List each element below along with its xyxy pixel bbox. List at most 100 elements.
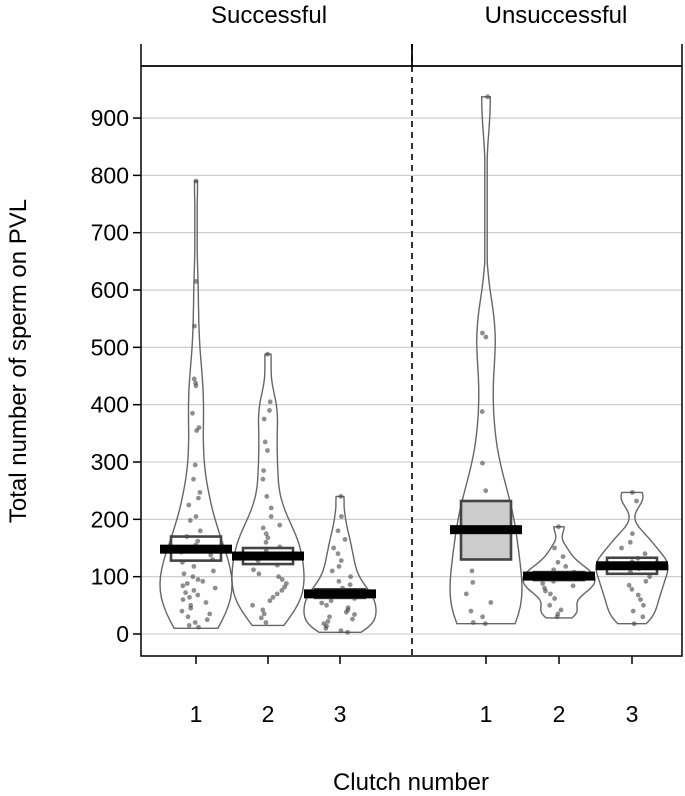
data-point — [179, 608, 185, 614]
data-point — [185, 614, 191, 620]
data-point — [187, 594, 192, 600]
data-point — [483, 488, 489, 494]
data-point — [319, 600, 325, 606]
data-point — [642, 551, 648, 557]
data-point — [338, 494, 344, 499]
data-point — [630, 490, 635, 495]
data-point — [640, 614, 646, 620]
data-point — [488, 600, 494, 605]
x-tick-label: 2 — [262, 701, 275, 727]
data-point — [250, 602, 256, 608]
data-point — [192, 462, 198, 468]
data-point — [338, 628, 344, 633]
data-point — [212, 585, 218, 591]
data-point — [282, 584, 287, 590]
data-point — [483, 334, 489, 340]
y-tick-label: 400 — [91, 392, 129, 418]
y-tick-label: 300 — [91, 449, 129, 475]
x-tick-label: 3 — [626, 701, 639, 727]
panel-label: Unsuccessful — [485, 2, 628, 29]
data-point — [256, 571, 262, 577]
x-tick-label: 3 — [334, 701, 347, 727]
data-point — [186, 502, 192, 508]
data-point — [268, 505, 274, 511]
data-point — [570, 583, 576, 589]
data-point — [631, 621, 637, 627]
y-tick-label: 900 — [91, 105, 129, 131]
data-point — [267, 399, 273, 405]
data-point — [260, 476, 266, 482]
data-point — [263, 620, 269, 625]
data-point — [619, 545, 624, 551]
mean-bar — [596, 561, 668, 571]
violin-shape — [449, 96, 523, 625]
violin-shape — [231, 353, 305, 627]
data-point — [191, 476, 196, 482]
data-point — [336, 564, 342, 569]
data-point — [188, 605, 194, 611]
data-point — [647, 574, 652, 580]
data-point — [556, 524, 561, 530]
data-point — [196, 624, 201, 630]
data-point — [558, 607, 564, 613]
data-point — [183, 590, 189, 596]
panel-strips: Successful Unsuccessful — [140, 2, 683, 67]
data-point — [193, 178, 199, 184]
data-point — [331, 545, 336, 551]
data-point — [265, 448, 270, 453]
data-point — [630, 608, 636, 614]
data-point — [323, 625, 329, 631]
data-point — [335, 528, 341, 534]
x-axis-title: Clutch number — [333, 769, 489, 796]
data-point — [187, 518, 193, 523]
data-point — [261, 611, 267, 617]
data-point — [470, 620, 476, 625]
data-point — [342, 537, 348, 542]
y-tick-label: 200 — [91, 506, 129, 532]
data-point — [563, 564, 569, 569]
data-point — [338, 558, 344, 563]
data-point — [635, 592, 641, 598]
data-point — [336, 578, 342, 584]
data-point — [638, 597, 643, 602]
data-point — [548, 591, 553, 597]
data-point — [207, 611, 213, 617]
mean-bar — [304, 589, 376, 599]
violin-shape — [595, 491, 669, 625]
data-point — [195, 592, 201, 598]
data-point — [260, 525, 266, 531]
data-point — [196, 495, 201, 501]
data-point — [555, 559, 561, 565]
y-axis-title: Total number of sperm on PVL — [5, 199, 32, 523]
data-point — [270, 594, 276, 600]
data-point — [203, 600, 209, 605]
data-point — [261, 468, 266, 473]
data-point — [193, 383, 199, 389]
data-point — [262, 439, 268, 445]
data-point — [197, 528, 203, 534]
data-point — [195, 538, 201, 544]
data-point — [251, 567, 256, 573]
data-point — [468, 608, 474, 614]
data-point — [180, 583, 186, 589]
data-point — [258, 615, 264, 621]
data-point — [263, 531, 269, 537]
data-point — [479, 409, 485, 414]
data-point — [480, 614, 485, 620]
data-point — [552, 596, 557, 601]
data-point — [552, 545, 557, 551]
mean-bar — [160, 544, 232, 554]
y-tick-label: 600 — [91, 277, 129, 303]
y-tick-label: 100 — [91, 564, 129, 590]
data-point — [339, 514, 344, 519]
data-point — [348, 574, 353, 580]
data-point — [469, 568, 475, 574]
data-point — [327, 614, 332, 620]
data-point — [279, 577, 285, 582]
data-point — [277, 522, 283, 528]
data-point — [279, 588, 285, 593]
x-tick-label: 1 — [480, 701, 493, 727]
data-point — [186, 623, 192, 628]
data-point — [324, 602, 329, 608]
